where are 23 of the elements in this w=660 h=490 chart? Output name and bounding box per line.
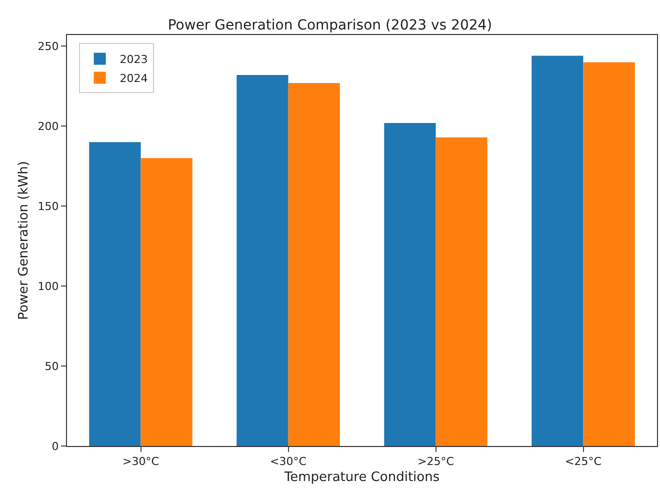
y-axis-title: Power Generation (kWh) [16, 161, 32, 320]
bar [89, 142, 141, 446]
bar [288, 82, 340, 446]
y-tick-label: 50 [44, 360, 59, 373]
bar [140, 158, 192, 446]
y-tick-label: 100 [38, 280, 59, 293]
x-tick-label: >30°C [122, 455, 160, 468]
chart-title: Power Generation Comparison (2023 vs 2024) [168, 17, 492, 34]
bar [583, 62, 635, 446]
y-tick-label: 200 [38, 120, 59, 134]
x-tick-label: <30°C [270, 455, 307, 468]
legend-label: 2024 [120, 72, 148, 86]
x-tick-label: <25°C [565, 455, 602, 468]
x-tick-label: >25°C [418, 455, 454, 468]
y-tick-label: 150 [38, 200, 59, 213]
bar [532, 56, 584, 446]
y-tick-label: 0 [52, 440, 59, 453]
y-tick-label: 250 [38, 40, 59, 54]
bar [384, 122, 436, 446]
bar [236, 74, 288, 446]
legend-label: 2023 [120, 53, 148, 66]
x-axis-title: Temperature Conditions [283, 470, 440, 485]
bar [436, 137, 488, 446]
